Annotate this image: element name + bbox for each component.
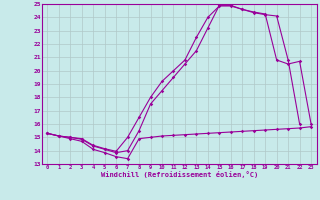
- X-axis label: Windchill (Refroidissement éolien,°C): Windchill (Refroidissement éolien,°C): [100, 171, 258, 178]
